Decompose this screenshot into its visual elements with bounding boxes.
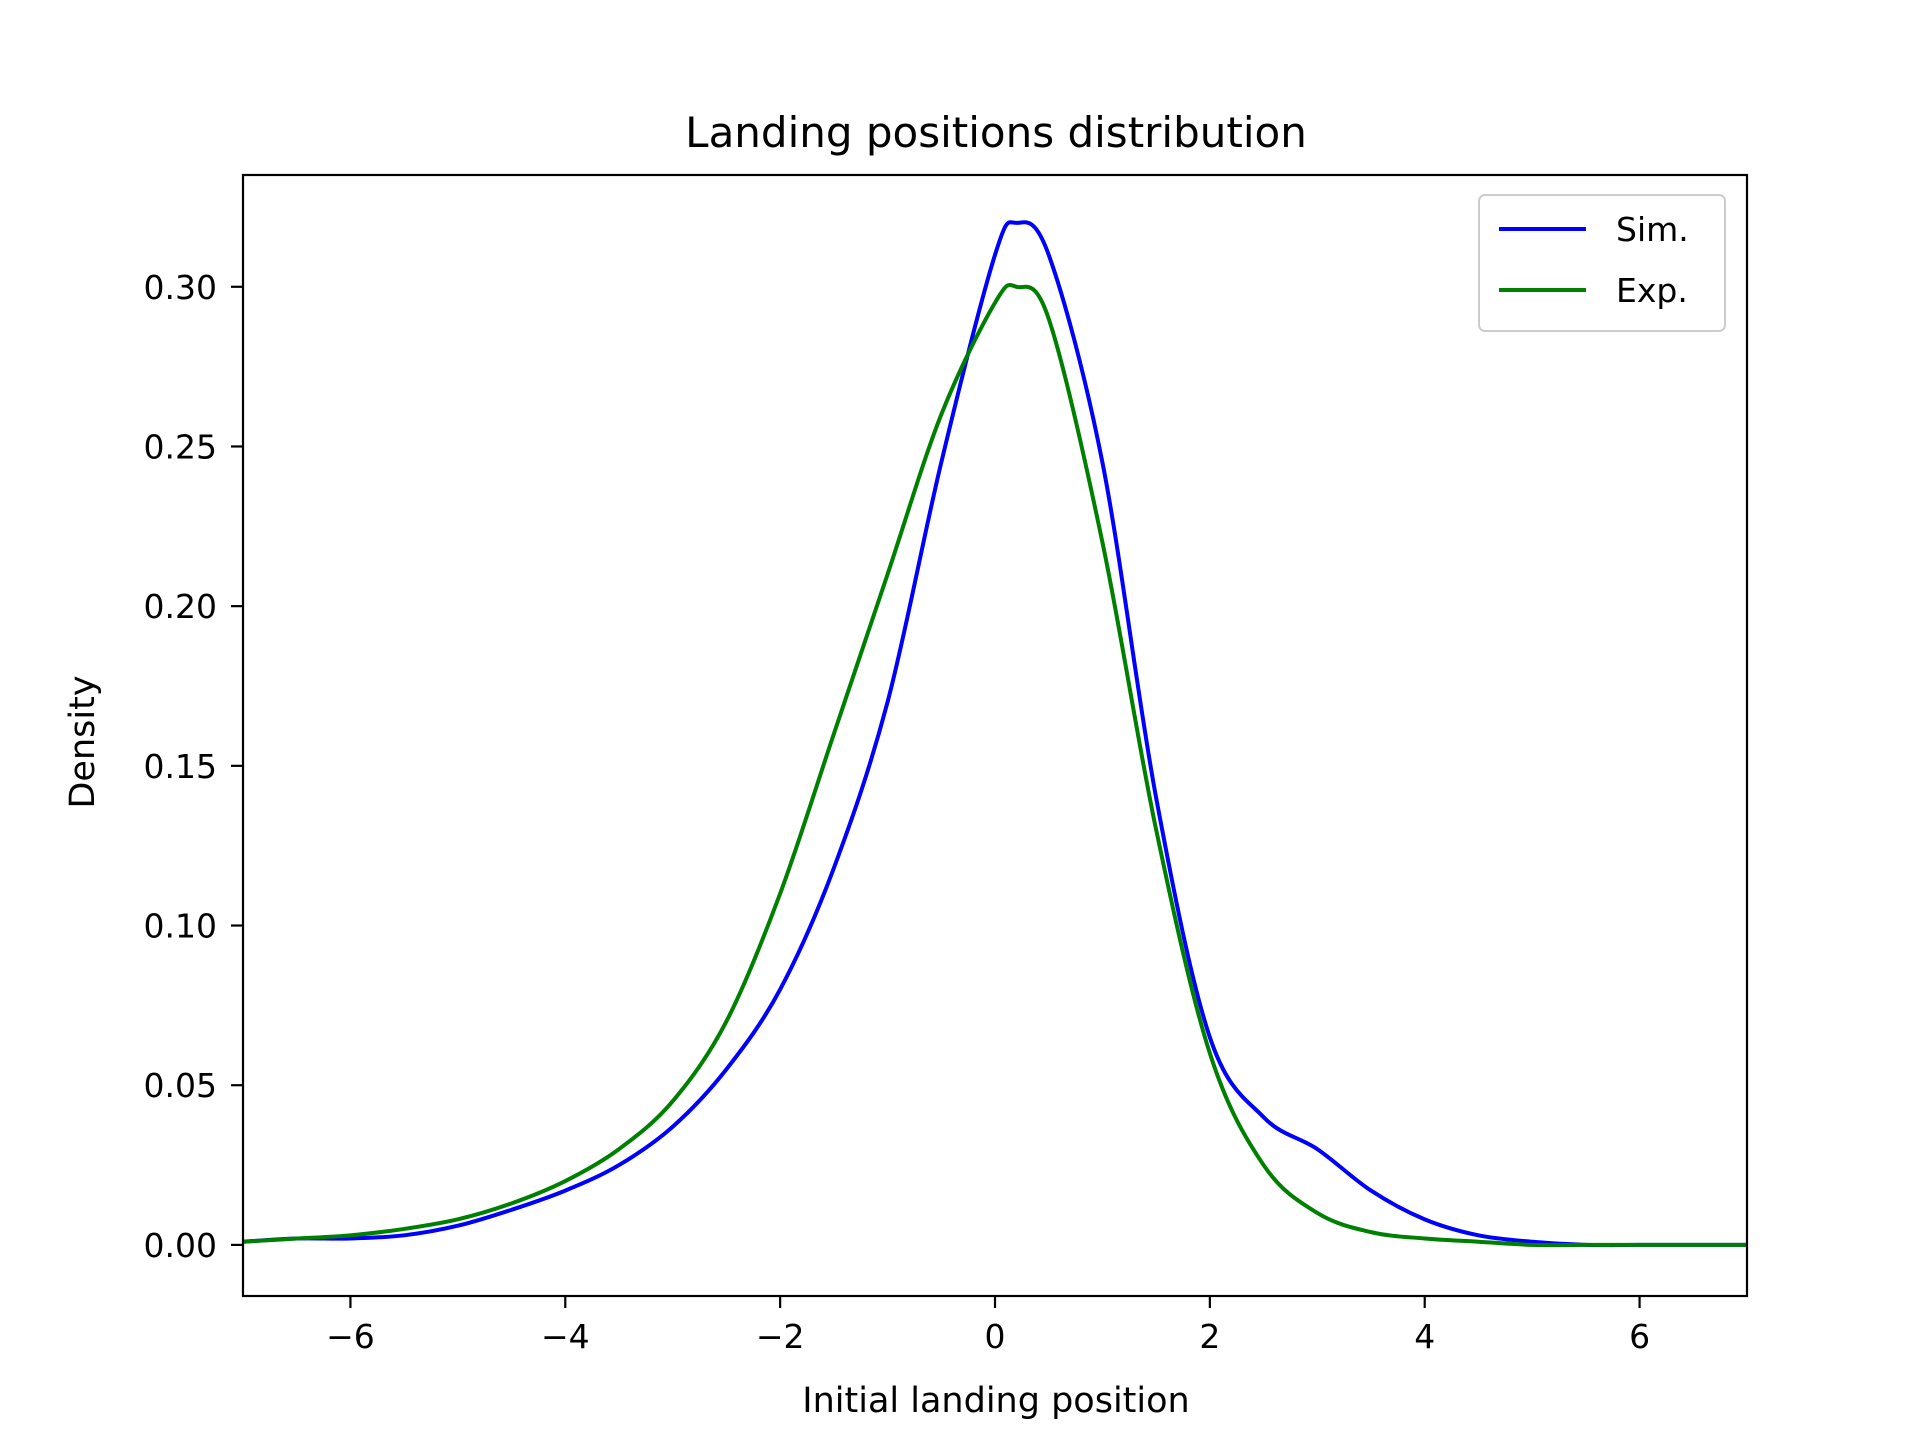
x-tick-label: −4: [541, 1317, 590, 1356]
axes: −6 −4 −2 0 2 4 6 0.00 0.05 0.10 0.15 0.20 0.25 0.30: [144, 173, 1749, 1356]
series-line-sim: [243, 220, 1747, 1248]
legend-label: Exp.: [1616, 271, 1688, 310]
series-line-exp: [243, 283, 1747, 1248]
y-tick-label: 0.30: [144, 268, 217, 307]
x-tick-label: 0: [985, 1317, 1006, 1356]
x-axis-title: Initial landing position: [802, 1381, 1189, 1421]
legend: Sim. Exp.: [1478, 194, 1726, 332]
x-tick-label: 6: [1629, 1317, 1650, 1356]
y-tick-label: 0.15: [144, 747, 217, 786]
chart-title: Landing positions distribution: [685, 108, 1307, 157]
y-axis-title: Density: [63, 675, 103, 808]
y-tick-label: 0.20: [144, 587, 217, 626]
y-tick-label: 0.10: [144, 907, 217, 946]
x-tick-label: 2: [1199, 1317, 1220, 1356]
y-tick-label: 0.00: [144, 1226, 217, 1265]
y-tick-label: 0.25: [144, 427, 217, 466]
x-tick-label: −2: [756, 1317, 805, 1356]
legend-label: Sim.: [1616, 210, 1689, 249]
series-lines: [243, 220, 1747, 1248]
x-tick-label: 4: [1414, 1317, 1435, 1356]
y-tick-label: 0.05: [144, 1066, 217, 1105]
x-tick-label: −6: [326, 1317, 375, 1356]
